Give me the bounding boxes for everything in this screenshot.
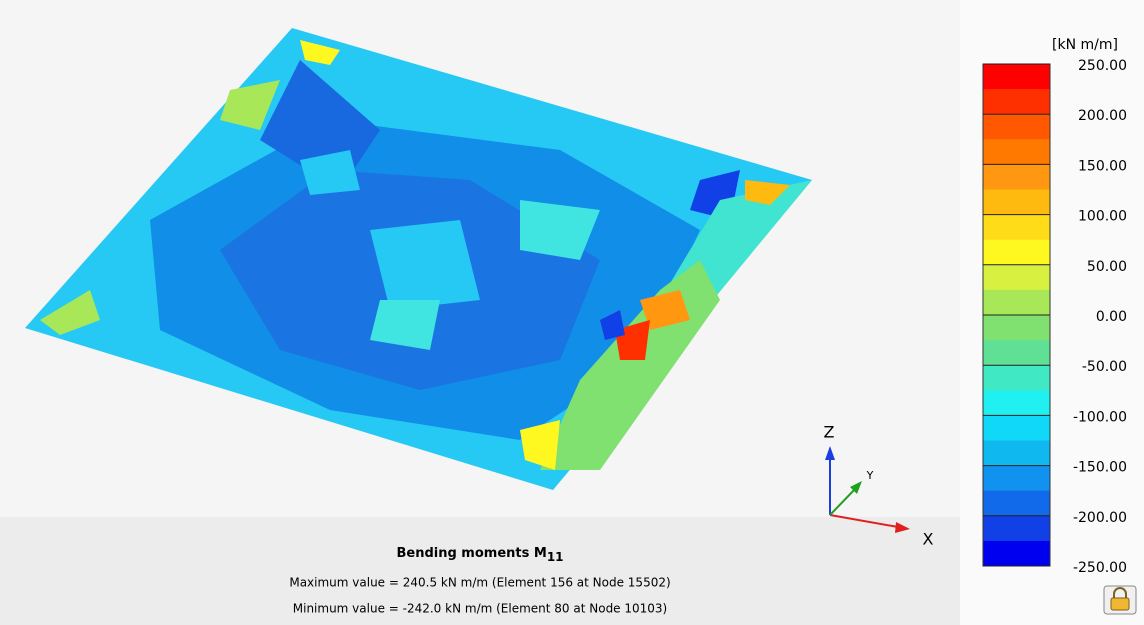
lock-button[interactable] [1104,586,1136,614]
legend-label: 200.00 [1078,108,1127,124]
legend-band [983,190,1050,216]
legend-label: -250.00 [1073,560,1127,576]
z-label: Z [824,423,835,442]
legend-label: 100.00 [1078,209,1127,225]
max-value-line: Maximum value = 240.5 kN m/m (Element 15… [289,576,670,590]
legend-band [983,365,1050,391]
legend-band [983,466,1050,492]
min-value-line: Minimum value = -242.0 kN m/m (Element 8… [293,602,667,616]
legend-unit: [kN m/m] [1052,37,1118,53]
legend-band [983,64,1050,90]
legend-band [983,516,1050,542]
legend-band [983,114,1050,140]
screen: Z Y X Bending moments M11 Maximum value … [0,0,1144,625]
legend-label: 150.00 [1078,158,1127,174]
legend-band [983,215,1050,241]
legend-band [983,340,1050,366]
legend-band [983,265,1050,291]
legend-band [983,491,1050,517]
legend-band [983,139,1050,165]
legend-band [983,441,1050,467]
legend-band [983,415,1050,441]
legend-band [983,315,1050,341]
title-subscript: 11 [547,550,564,564]
legend-label: -100.00 [1073,409,1127,425]
legend-label: -50.00 [1082,359,1127,375]
lock-body [1111,598,1129,610]
legend-band [983,89,1050,115]
legend-label: -200.00 [1073,510,1127,526]
legend-label: -150.00 [1073,460,1127,476]
legend-label: 0.00 [1096,309,1127,325]
title-text: Bending moments M [396,546,546,561]
legend-band [983,290,1050,316]
x-label: X [923,530,934,549]
legend-band [983,164,1050,190]
legend-band [983,390,1050,416]
y-label: Y [866,469,874,482]
legend-band [983,240,1050,266]
legend-band [983,541,1050,567]
legend-label: 250.00 [1078,58,1127,74]
legend-label: 50.00 [1087,259,1127,275]
